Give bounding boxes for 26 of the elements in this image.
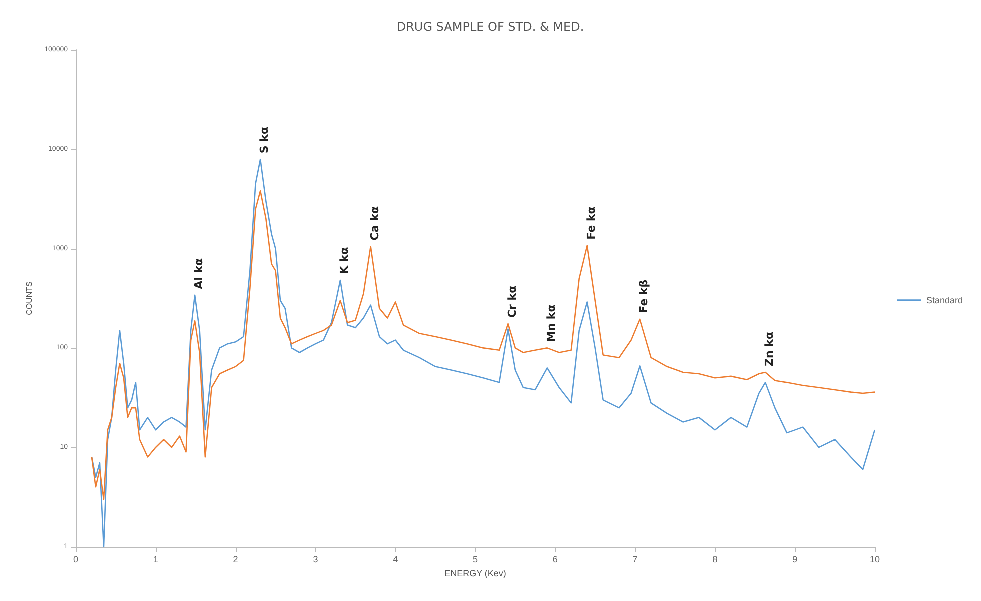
x-tick-label: 7	[632, 554, 638, 564]
x-axis-title: ENERGY (Kev)	[444, 568, 506, 578]
x-tick-label: 4	[393, 554, 398, 564]
y-axis-title: COUNTS	[25, 282, 34, 316]
annotation: Zn kα	[763, 332, 776, 366]
x-tick-label: 6	[552, 554, 558, 564]
x-tick-label: 9	[792, 554, 798, 564]
annotation: K kα	[338, 246, 351, 274]
annotation: Al kα	[192, 258, 206, 290]
legend-label: Standard	[926, 296, 964, 306]
x-tick-label: 1	[153, 554, 158, 564]
x-tick-label: 2	[233, 554, 238, 564]
line-series	[91, 158, 876, 548]
chart-title: DRUG SAMPLE OF STD. & MED.	[396, 20, 584, 34]
x-tick-label: 8	[712, 554, 718, 564]
annotation: S kα	[258, 126, 272, 154]
annotation: Mn kα	[544, 304, 558, 342]
x-tick-label: 3	[313, 554, 318, 564]
x-tick-label: 10	[870, 554, 880, 564]
x-tick-label: 0	[73, 554, 79, 564]
annotation: Fe kβ	[638, 280, 651, 314]
annotation: Fe kα	[584, 206, 598, 240]
x-tick-label: 5	[472, 554, 478, 564]
annotation: Cr kα	[506, 285, 519, 318]
line-series	[91, 190, 876, 500]
annotation: Ca kα	[368, 206, 382, 241]
